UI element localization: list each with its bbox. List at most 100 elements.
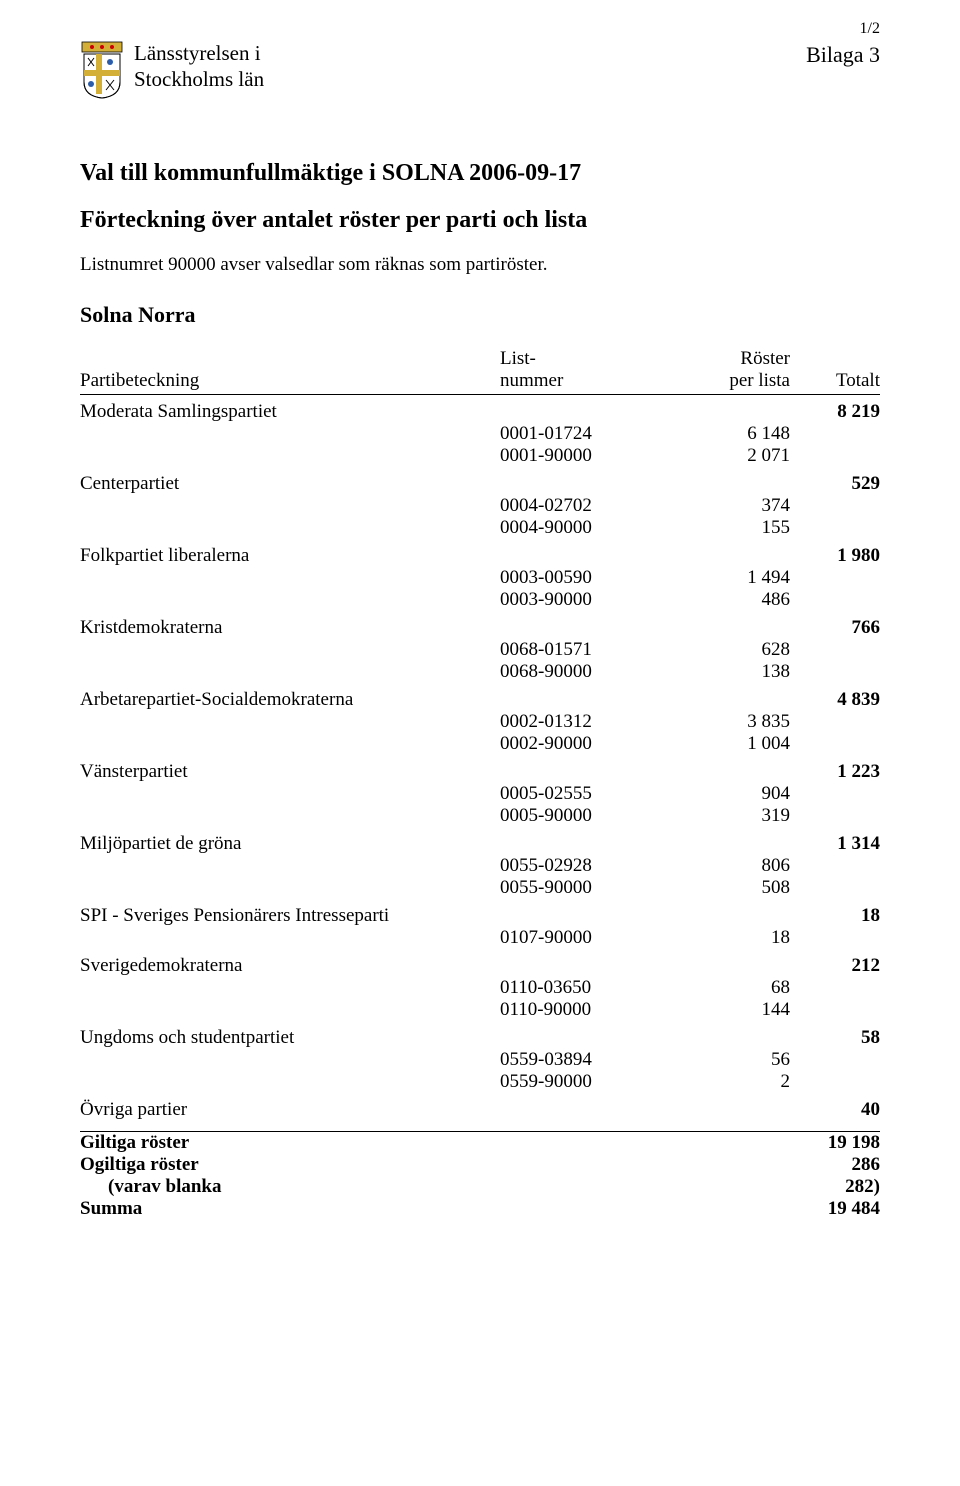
table-header: Partibeteckning List- nummer Röster per … bbox=[80, 348, 880, 395]
cell-empty bbox=[790, 711, 880, 733]
list-row: 0110-90000144 bbox=[80, 999, 880, 1021]
cell-empty bbox=[80, 1071, 500, 1093]
party-block: Arbetarepartiet-Socialdemokraterna4 8390… bbox=[80, 689, 880, 755]
document-subtitle: Förteckning över antalet röster per part… bbox=[80, 207, 880, 234]
header-party: Partibeteckning bbox=[80, 348, 500, 392]
summary-row: Ogiltiga röster286 bbox=[80, 1154, 880, 1176]
party-name: SPI - Sveriges Pensionärers Intressepart… bbox=[80, 905, 500, 927]
header-row: Länsstyrelsen i Stockholms län Bilaga 3 bbox=[80, 40, 880, 100]
cell-empty bbox=[790, 783, 880, 805]
list-number: 0110-03650 bbox=[500, 977, 650, 999]
party-block: Moderata Samlingspartiet8 2190001-017246… bbox=[80, 401, 880, 467]
list-number: 0001-01724 bbox=[500, 423, 650, 445]
header-votes: Röster per lista bbox=[650, 348, 790, 392]
cell-empty bbox=[80, 927, 500, 949]
list-votes: 3 835 bbox=[650, 711, 790, 733]
crest-icon bbox=[80, 40, 124, 100]
party-block: Kristdemokraterna7660068-015716280068-90… bbox=[80, 617, 880, 683]
header-total-label: Totalt bbox=[836, 370, 880, 392]
header-votes-line1: Röster bbox=[650, 348, 790, 370]
party-total: 58 bbox=[790, 1027, 880, 1049]
org-line-2: Stockholms län bbox=[134, 66, 264, 92]
party-total: 529 bbox=[790, 473, 880, 495]
cell-empty bbox=[790, 877, 880, 899]
header-votes-line2: per lista bbox=[650, 370, 790, 392]
cell-empty bbox=[650, 1027, 790, 1049]
list-row: 0002-900001 004 bbox=[80, 733, 880, 755]
party-row: Kristdemokraterna766 bbox=[80, 617, 880, 639]
list-number: 0107-90000 bbox=[500, 927, 650, 949]
parties-container: Moderata Samlingspartiet8 2190001-017246… bbox=[80, 401, 880, 1121]
list-row: 0559-0389456 bbox=[80, 1049, 880, 1071]
cell-empty bbox=[80, 639, 500, 661]
document-title: Val till kommunfullmäktige i SOLNA 2006-… bbox=[80, 160, 880, 187]
cell-empty bbox=[650, 905, 790, 927]
party-block: Vänsterpartiet1 2230005-025559040005-900… bbox=[80, 761, 880, 827]
list-votes: 6 148 bbox=[650, 423, 790, 445]
org-line-1: Länsstyrelsen i bbox=[134, 40, 264, 66]
list-row: 0004-02702374 bbox=[80, 495, 880, 517]
list-row: 0003-90000486 bbox=[80, 589, 880, 611]
party-total: 4 839 bbox=[790, 689, 880, 711]
attachment-label: Bilaga 3 bbox=[806, 42, 880, 68]
party-name: Övriga partier bbox=[80, 1099, 500, 1121]
cell-empty bbox=[500, 401, 650, 423]
party-total: 8 219 bbox=[790, 401, 880, 423]
cell-empty bbox=[80, 423, 500, 445]
list-row: 0107-9000018 bbox=[80, 927, 880, 949]
party-block: SPI - Sveriges Pensionärers Intressepart… bbox=[80, 905, 880, 949]
cell-empty bbox=[790, 423, 880, 445]
cell-empty bbox=[790, 855, 880, 877]
document-note: Listnumret 90000 avser valsedlar som räk… bbox=[80, 254, 880, 276]
party-row: Vänsterpartiet1 223 bbox=[80, 761, 880, 783]
list-number: 0055-90000 bbox=[500, 877, 650, 899]
list-row: 0055-02928806 bbox=[80, 855, 880, 877]
cell-empty bbox=[80, 855, 500, 877]
cell-empty bbox=[80, 661, 500, 683]
header-total: Totalt bbox=[790, 348, 880, 392]
list-votes: 628 bbox=[650, 639, 790, 661]
cell-empty bbox=[790, 999, 880, 1021]
party-row: SPI - Sveriges Pensionärers Intressepart… bbox=[80, 905, 880, 927]
list-row: 0004-90000155 bbox=[80, 517, 880, 539]
party-name: Moderata Samlingspartiet bbox=[80, 401, 500, 423]
party-row: Centerpartiet529 bbox=[80, 473, 880, 495]
list-votes: 2 bbox=[650, 1071, 790, 1093]
cell-empty bbox=[790, 1049, 880, 1071]
summary-value: 19 198 bbox=[500, 1132, 880, 1154]
header-list-line2: nummer bbox=[500, 370, 650, 392]
list-votes: 806 bbox=[650, 855, 790, 877]
cell-empty bbox=[80, 567, 500, 589]
list-number: 0002-01312 bbox=[500, 711, 650, 733]
cell-empty bbox=[500, 1027, 650, 1049]
cell-empty bbox=[500, 545, 650, 567]
summary-container: Giltiga röster19 198Ogiltiga röster286(v… bbox=[80, 1132, 880, 1220]
party-block: Folkpartiet liberalerna1 9800003-005901 … bbox=[80, 545, 880, 611]
list-votes: 1 494 bbox=[650, 567, 790, 589]
header-left: Länsstyrelsen i Stockholms län bbox=[80, 40, 264, 100]
list-votes: 56 bbox=[650, 1049, 790, 1071]
cell-empty bbox=[790, 977, 880, 999]
party-row: Ungdoms och studentpartiet58 bbox=[80, 1027, 880, 1049]
list-number: 0068-01571 bbox=[500, 639, 650, 661]
list-number: 0001-90000 bbox=[500, 445, 650, 467]
cell-empty bbox=[80, 999, 500, 1021]
cell-empty bbox=[80, 445, 500, 467]
party-total: 40 bbox=[790, 1099, 880, 1121]
list-row: 0001-017246 148 bbox=[80, 423, 880, 445]
header-list: List- nummer bbox=[500, 348, 650, 392]
list-votes: 374 bbox=[650, 495, 790, 517]
cell-empty bbox=[790, 661, 880, 683]
cell-empty bbox=[80, 1049, 500, 1071]
list-votes: 319 bbox=[650, 805, 790, 827]
cell-empty bbox=[790, 517, 880, 539]
list-votes: 68 bbox=[650, 977, 790, 999]
party-name: Vänsterpartiet bbox=[80, 761, 500, 783]
party-row: Övriga partier 40 bbox=[80, 1099, 880, 1121]
document-page: 1/2 Länsstyrelsen i bbox=[0, 0, 960, 1250]
summary-value: 19 484 bbox=[500, 1198, 880, 1220]
summary-label: Summa bbox=[80, 1198, 500, 1220]
list-row: 0005-90000319 bbox=[80, 805, 880, 827]
list-number: 0003-90000 bbox=[500, 589, 650, 611]
cell-empty bbox=[650, 761, 790, 783]
